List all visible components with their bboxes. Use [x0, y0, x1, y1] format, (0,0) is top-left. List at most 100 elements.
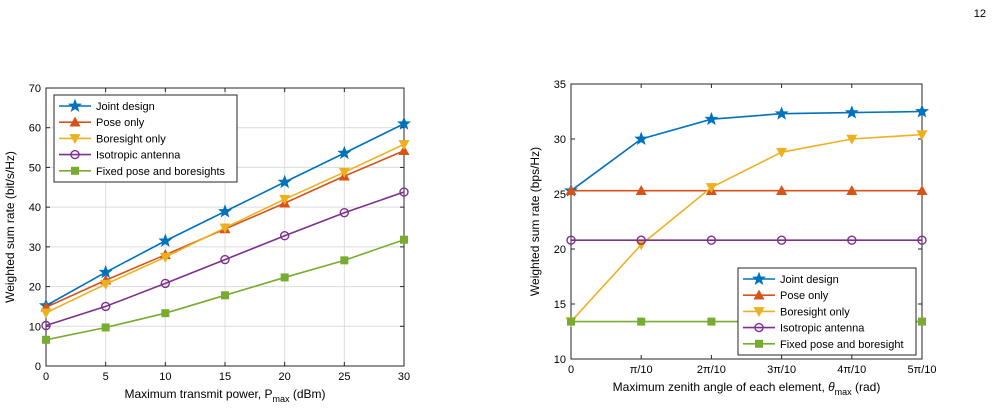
left-x-tick-label: 20: [279, 371, 291, 383]
left-legend-marker: [71, 166, 79, 175]
left-x-tick-label: 15: [219, 371, 231, 383]
right-legend-marker: [752, 271, 766, 285]
left-legend-label: Pose only: [96, 117, 145, 129]
left-legend-marker: [70, 149, 80, 160]
left-point-boresight-only: [40, 308, 52, 319]
left-point-boresight-only: [159, 252, 171, 263]
left-point-isotropic-antenna: [339, 208, 350, 218]
left-legend-label: Boresight only: [96, 133, 166, 145]
right-series-line-boresight-only: [570, 133, 923, 323]
right-y-axis-label: Weighted sum rate (bps/Hz): [528, 147, 542, 296]
left-point-boresight-only: [338, 167, 350, 178]
right-point-boresight-only: [916, 130, 928, 141]
right-y-tick-label: 30: [554, 134, 566, 146]
left-y-tick-label: 50: [29, 162, 41, 174]
right-legend-marker: [753, 307, 765, 318]
left-x-tick-label: 30: [398, 371, 410, 383]
right-y-tick-label: 25: [554, 189, 566, 201]
right-y-tick-label: 15: [554, 299, 566, 311]
right-point-isotropic-antenna: [636, 235, 646, 245]
right-point-pose-only: [565, 185, 577, 195]
right-x-tick-label: 3π/10: [767, 364, 796, 376]
left-x-tick-label: 5: [103, 371, 109, 383]
left-point-fixed-pose-and-boresights: [400, 235, 408, 244]
left-point-isotropic-antenna: [399, 187, 409, 197]
right-point-joint-design: [634, 131, 649, 145]
right-point-joint-design: [774, 106, 789, 120]
left-x-axis-label: Maximum transmit power, Pmax (dBm): [124, 387, 325, 404]
left-point-pose-only: [398, 145, 410, 156]
page-number: 12: [973, 8, 986, 20]
left-y-tick-label: 20: [29, 282, 41, 294]
left-point-boresight-only: [100, 279, 112, 290]
chart-right: 0 π/10 2π/10 3π/10 4π/10 5π/10 10 15 20 25 30 35 Max…: [528, 79, 937, 397]
right-x-tick-label: π/10: [630, 364, 653, 376]
left-point-fixed-pose-and-boresights: [42, 335, 50, 344]
right-point-pose-only: [916, 185, 928, 195]
left-x-tick-label: 25: [338, 371, 350, 383]
right-point-joint-design: [844, 105, 859, 119]
right-point-pose-only: [635, 185, 647, 195]
left-point-joint-design: [277, 174, 292, 189]
left-point-isotropic-antenna: [100, 301, 111, 312]
right-plot-frame: [570, 83, 923, 360]
left-y-tick-label: 70: [29, 83, 41, 95]
left-y-tick-label: 40: [29, 202, 41, 214]
left-point-isotropic-antenna: [41, 320, 51, 331]
right-point-fixed-pose-and-boresight: [567, 317, 575, 326]
left-x-tick-label: 0: [43, 371, 49, 383]
left-point-joint-design: [218, 204, 232, 218]
right-x-tick-label: 0: [568, 364, 574, 376]
right-x-tick-label: 4π/10: [837, 364, 866, 376]
left-series-fixed-pose-and-boresights: [42, 235, 408, 344]
left-point-fixed-pose-and-boresights: [280, 273, 289, 282]
right-point-isotropic-antenna: [847, 235, 857, 245]
left-point-joint-design: [397, 116, 411, 130]
left-x-tick-label: 10: [159, 371, 171, 383]
left-point-isotropic-antenna: [220, 254, 230, 265]
right-legend: Joint design Pose only Boresight only Isotr…: [737, 267, 917, 356]
left-y-tick-label: 30: [29, 242, 41, 254]
left-y-tick-label: 60: [29, 123, 41, 135]
right-point-pose-only: [846, 185, 858, 195]
chart-left: 0 5 10 15 20 25 30 0 10 20 30 40 50 60 70 Maximum trans…: [3, 83, 411, 404]
right-y-tick-label: 35: [554, 79, 566, 91]
right-legend-marker: [755, 339, 763, 348]
right-point-fixed-pose-and-boresight: [707, 317, 716, 326]
right-series-joint-design: [564, 104, 929, 197]
right-y-tick-label: 10: [554, 354, 566, 366]
left-y-tick-label: 0: [35, 361, 41, 373]
right-legend-marker: [754, 322, 764, 333]
left-legend-label: Joint design: [96, 101, 155, 113]
left-point-boresight-only: [219, 223, 231, 234]
left-series-boresight-only: [40, 140, 410, 319]
left-point-fixed-pose-and-boresights: [221, 291, 229, 300]
left-legend-label: Fixed pose and boresights: [96, 166, 226, 178]
right-series-isotropic-antenna: [566, 235, 927, 245]
left-legend-marker: [68, 98, 82, 112]
right-point-boresight-only: [846, 134, 858, 145]
right-x-axis-label: Maximum zenith angle of each element, θm…: [613, 380, 881, 397]
right-point-fixed-pose-and-boresight: [918, 317, 926, 326]
right-series-pose-only: [565, 185, 928, 195]
right-point-isotropic-antenna: [566, 235, 576, 245]
right-legend-label: Fixed pose and boresight: [780, 339, 904, 351]
left-point-boresight-only: [398, 140, 410, 151]
right-point-boresight-only: [776, 147, 788, 158]
right-point-joint-design: [915, 104, 929, 118]
right-legend-label: Boresight only: [780, 306, 850, 318]
left-point-fixed-pose-and-boresights: [340, 256, 349, 265]
left-legend-marker: [69, 116, 81, 127]
right-y-tick-label: 20: [554, 244, 566, 256]
left-point-isotropic-antenna: [279, 231, 290, 241]
left-legend-marker: [69, 134, 81, 145]
right-legend-label: Isotropic antenna: [780, 323, 865, 335]
left-series-line-isotropic-antenna: [45, 191, 405, 327]
right-point-pose-only: [776, 185, 788, 195]
left-point-joint-design: [337, 145, 352, 160]
right-x-tick-label: 2π/10: [697, 364, 726, 376]
right-legend-label: Pose only: [780, 290, 829, 302]
left-point-joint-design: [158, 233, 173, 247]
right-series-line-joint-design: [570, 110, 923, 192]
